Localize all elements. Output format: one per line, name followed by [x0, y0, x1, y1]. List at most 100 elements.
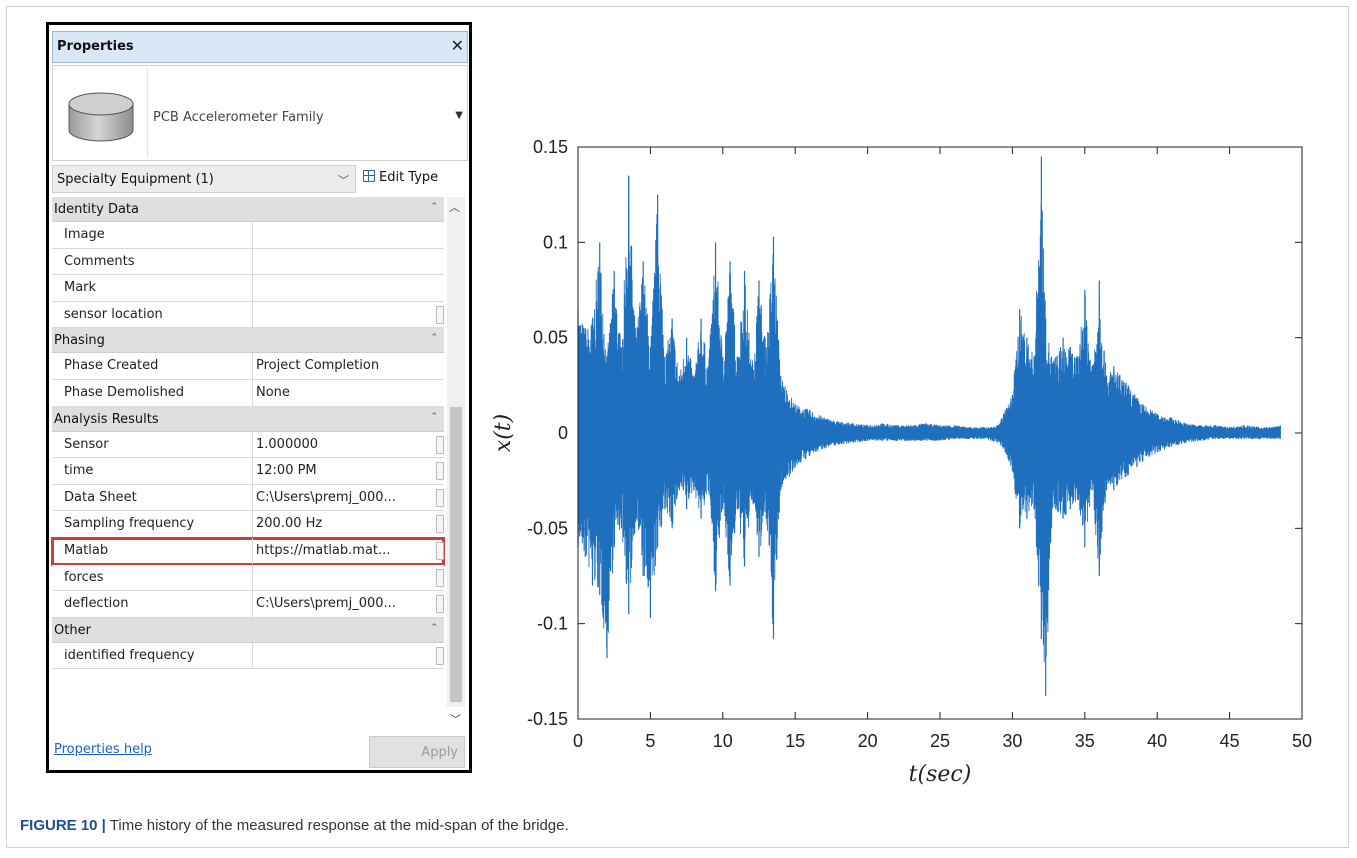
property-value[interactable]: C:\Users\premj_000...: [256, 596, 396, 612]
x-tick-label: 10: [713, 731, 733, 751]
properties-table: Identity Data ⌃ Image Comments Mark sensor lo…: [51, 197, 445, 670]
property-name: time: [64, 463, 94, 479]
property-row[interactable]: Phase Demolished None: [52, 379, 444, 407]
y-tick-label: 0.15: [533, 137, 568, 157]
x-tick-label: 15: [785, 731, 805, 751]
chevron-up-icon[interactable]: ︿: [449, 201, 460, 214]
y-tick-label: 0.05: [533, 328, 568, 348]
signal-line: [577, 178, 1281, 663]
property-row[interactable]: Comments: [52, 248, 444, 276]
collapse-icon[interactable]: ⌃: [430, 622, 438, 633]
x-tick-label: 25: [930, 731, 950, 751]
browse-button[interactable]: [436, 488, 444, 507]
property-value[interactable]: 12:00 PM: [256, 463, 317, 479]
group-label: Analysis Results: [54, 411, 159, 427]
property-row[interactable]: sensor location: [52, 301, 444, 329]
property-name: sensor location: [64, 306, 163, 322]
column-divider: [252, 458, 253, 484]
close-icon[interactable]: ✕: [450, 36, 464, 55]
x-tick-label: 50: [1292, 731, 1312, 751]
scrollbar-thumb[interactable]: [450, 407, 462, 702]
browse-button[interactable]: [436, 646, 444, 665]
property-row[interactable]: forces: [52, 564, 444, 592]
browse-button[interactable]: [436, 515, 444, 534]
property-row[interactable]: Mark: [52, 275, 444, 302]
x-axis-label: t(sec): [909, 762, 972, 787]
browse-button[interactable]: [436, 568, 444, 587]
browse-button[interactable]: [436, 595, 444, 614]
x-tick-label: 5: [645, 731, 655, 751]
group-label: Other: [54, 622, 91, 638]
y-tick-label: 0: [558, 423, 568, 443]
y-tick-label: -0.05: [527, 518, 568, 538]
x-tick-label: 0: [573, 731, 583, 751]
browse-button[interactable]: [436, 435, 444, 454]
edit-type-label: Edit Type: [379, 170, 439, 185]
property-row[interactable]: Sensor 1.000000: [52, 431, 444, 459]
category-select[interactable]: Specialty Equipment (1) ﹀: [52, 165, 356, 193]
browse-button[interactable]: [436, 541, 444, 560]
property-row[interactable]: Phase Created Project Completion: [52, 353, 444, 380]
column-divider: [252, 511, 253, 537]
collapse-icon[interactable]: ⌃: [430, 333, 438, 344]
property-row[interactable]: Data Sheet C:\Users\premj_000...: [52, 484, 444, 512]
property-value[interactable]: None: [256, 384, 290, 400]
browse-button[interactable]: [436, 305, 444, 324]
property-value[interactable]: 200.00 Hz: [256, 516, 323, 532]
panel-title-bar: Properties ✕: [52, 31, 468, 63]
properties-help-link[interactable]: Properties help: [54, 742, 152, 757]
cylinder-icon: [55, 68, 148, 158]
property-row[interactable]: deflection C:\Users\premj_000...: [52, 591, 444, 618]
x-tick-label: 40: [1147, 731, 1167, 751]
property-row[interactable]: Matlab https://matlab.mat...: [51, 536, 445, 566]
column-divider: [252, 591, 253, 617]
property-name: Matlab: [64, 542, 109, 558]
property-name: Sensor: [64, 436, 109, 452]
browse-button[interactable]: [436, 462, 444, 481]
group-header[interactable]: Other ⌃: [52, 617, 444, 643]
family-selector[interactable]: PCB Accelerometer Family ▼: [52, 65, 468, 161]
property-value[interactable]: Project Completion: [256, 358, 380, 374]
chevron-down-icon: ﹀: [338, 174, 349, 187]
property-name: deflection: [64, 596, 129, 612]
property-name: Phase Demolished: [64, 384, 185, 400]
collapse-icon[interactable]: ⌃: [430, 411, 438, 422]
caption-text: Time history of the measured response at…: [105, 817, 569, 834]
plot-area-frame: [577, 146, 1303, 720]
caption-label: FIGURE 10 |: [20, 817, 106, 834]
group-header[interactable]: Phasing ⌃: [52, 328, 444, 354]
property-row[interactable]: Sampling frequency 200.00 Hz: [52, 511, 444, 538]
column-divider: [252, 537, 253, 564]
column-divider: [252, 642, 253, 669]
x-tick-label: 35: [1075, 731, 1095, 751]
column-divider: [252, 484, 253, 511]
apply-button[interactable]: Apply: [369, 736, 465, 768]
column-divider: [252, 431, 253, 458]
property-name: identified frequency: [64, 647, 195, 663]
property-value[interactable]: https://matlab.mat...: [256, 542, 391, 558]
time-history-chart: 0 5 10 15 20 25 30 35 40 45 50 -0.15 -0.1 -0.05 0 0.05 0…: [491, 137, 1312, 787]
chevron-down-icon[interactable]: ▼: [455, 110, 463, 121]
y-axis-label: x(t): [491, 414, 516, 452]
group-label: Identity Data: [54, 202, 139, 217]
scrollbar[interactable]: ︿: [447, 197, 465, 707]
property-row[interactable]: identified frequency: [52, 642, 444, 670]
column-divider: [252, 353, 253, 379]
column-divider: [252, 275, 253, 301]
collapse-icon[interactable]: ⌃: [430, 202, 438, 212]
property-name: Phase Created: [64, 358, 159, 374]
property-row[interactable]: Image: [52, 222, 444, 249]
panel-title: Properties: [57, 39, 134, 54]
group-header[interactable]: Analysis Results ⌃: [52, 406, 444, 432]
property-value[interactable]: C:\Users\premj_000...: [256, 489, 396, 505]
property-name: forces: [64, 569, 104, 585]
column-divider: [252, 248, 253, 275]
property-value[interactable]: 1.000000: [256, 436, 319, 452]
edit-type-button[interactable]: Edit Type: [363, 170, 438, 185]
property-name: Comments: [64, 253, 135, 269]
group-label: Phasing: [54, 333, 105, 349]
family-name: PCB Accelerometer Family: [153, 110, 324, 125]
chevron-down-icon[interactable]: ﹀: [450, 713, 461, 726]
property-row[interactable]: time 12:00 PM: [52, 458, 444, 485]
group-header[interactable]: Identity Data ⌃: [52, 197, 444, 222]
